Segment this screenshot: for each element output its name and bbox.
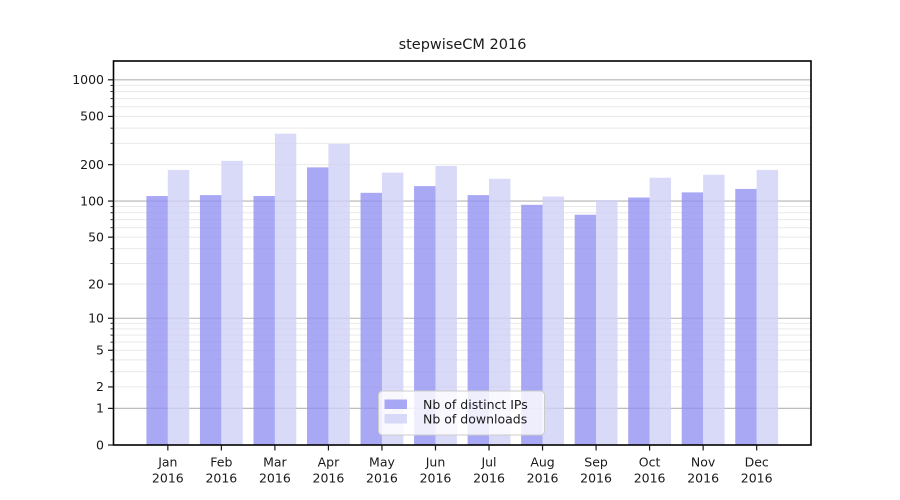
bar-downloads-oct: [649, 177, 672, 445]
bar-distinct-ips-apr: [307, 167, 329, 446]
bar-downloads-aug: [542, 196, 564, 445]
x-tick-label: Dec 2016: [741, 455, 773, 486]
bar-distinct-ips-oct: [628, 197, 650, 445]
bar-distinct-ips-aug: [521, 204, 543, 445]
x-tick-label: May 2016: [366, 455, 398, 486]
bar-distinct-ips-mar: [253, 196, 275, 445]
y-tick-label: 20: [88, 276, 104, 291]
bar-downloads-sep: [596, 200, 618, 445]
bar-downloads-mar: [274, 133, 297, 445]
bar-downloads-may: [381, 172, 404, 445]
bar-downloads-dec: [756, 169, 779, 446]
y-tick-label: 1: [96, 401, 104, 416]
bar-distinct-ips-may: [360, 192, 382, 445]
y-tick-label: 5: [96, 343, 104, 358]
x-tick-label: Jul 2016: [473, 455, 505, 486]
bar-downloads-jul: [489, 178, 511, 446]
bar-downloads-jan: [167, 169, 190, 446]
bar-distinct-ips-dec: [735, 188, 757, 445]
y-tick-label: 2: [96, 379, 104, 394]
legend-label-downloads: Nb of downloads: [423, 411, 527, 426]
bar-distinct-ips-jul: [467, 195, 490, 445]
x-tick-label: Oct 2016: [634, 455, 666, 486]
bar-downloads-nov: [703, 174, 725, 445]
x-tick-label: Apr 2016: [313, 455, 345, 486]
bar-downloads-feb: [221, 160, 243, 445]
y-tick-label: 10: [88, 311, 104, 326]
y-tick-label: 200: [80, 157, 104, 172]
bar-distinct-ips-jun: [414, 186, 436, 445]
legend-swatch-downloads: [384, 414, 407, 424]
bar-distinct-ips-sep: [574, 214, 597, 445]
chart-title: stepwiseCM 2016: [399, 37, 527, 53]
bar-downloads-jun: [435, 165, 457, 445]
plot-area-border: [112, 60, 812, 446]
x-tick-label: Jan 2016: [152, 455, 184, 486]
y-tick-label: 500: [80, 109, 104, 124]
legend-swatch-distinct-ips: [384, 399, 407, 409]
bar-distinct-ips-jan: [146, 196, 168, 445]
x-tick-label: Nov 2016: [687, 455, 719, 486]
legend-box: [378, 390, 545, 436]
y-tick-label: 50: [88, 229, 104, 244]
x-tick-label: Sep 2016: [580, 455, 612, 486]
bar-downloads-apr: [328, 144, 350, 445]
y-tick-label: 0: [96, 437, 104, 452]
x-tick-label: Feb 2016: [205, 455, 237, 486]
bar-distinct-ips-nov: [681, 192, 704, 445]
y-tick-label: 1000: [72, 72, 104, 87]
y-tick-label: 100: [80, 193, 104, 208]
legend-label-distinct-ips: Nb of distinct IPs: [423, 397, 528, 412]
bar-distinct-ips-feb: [199, 195, 222, 445]
x-tick-label: Aug 2016: [527, 455, 559, 486]
x-tick-label: Mar 2016: [259, 455, 291, 486]
x-tick-label: Jun 2016: [420, 455, 452, 486]
